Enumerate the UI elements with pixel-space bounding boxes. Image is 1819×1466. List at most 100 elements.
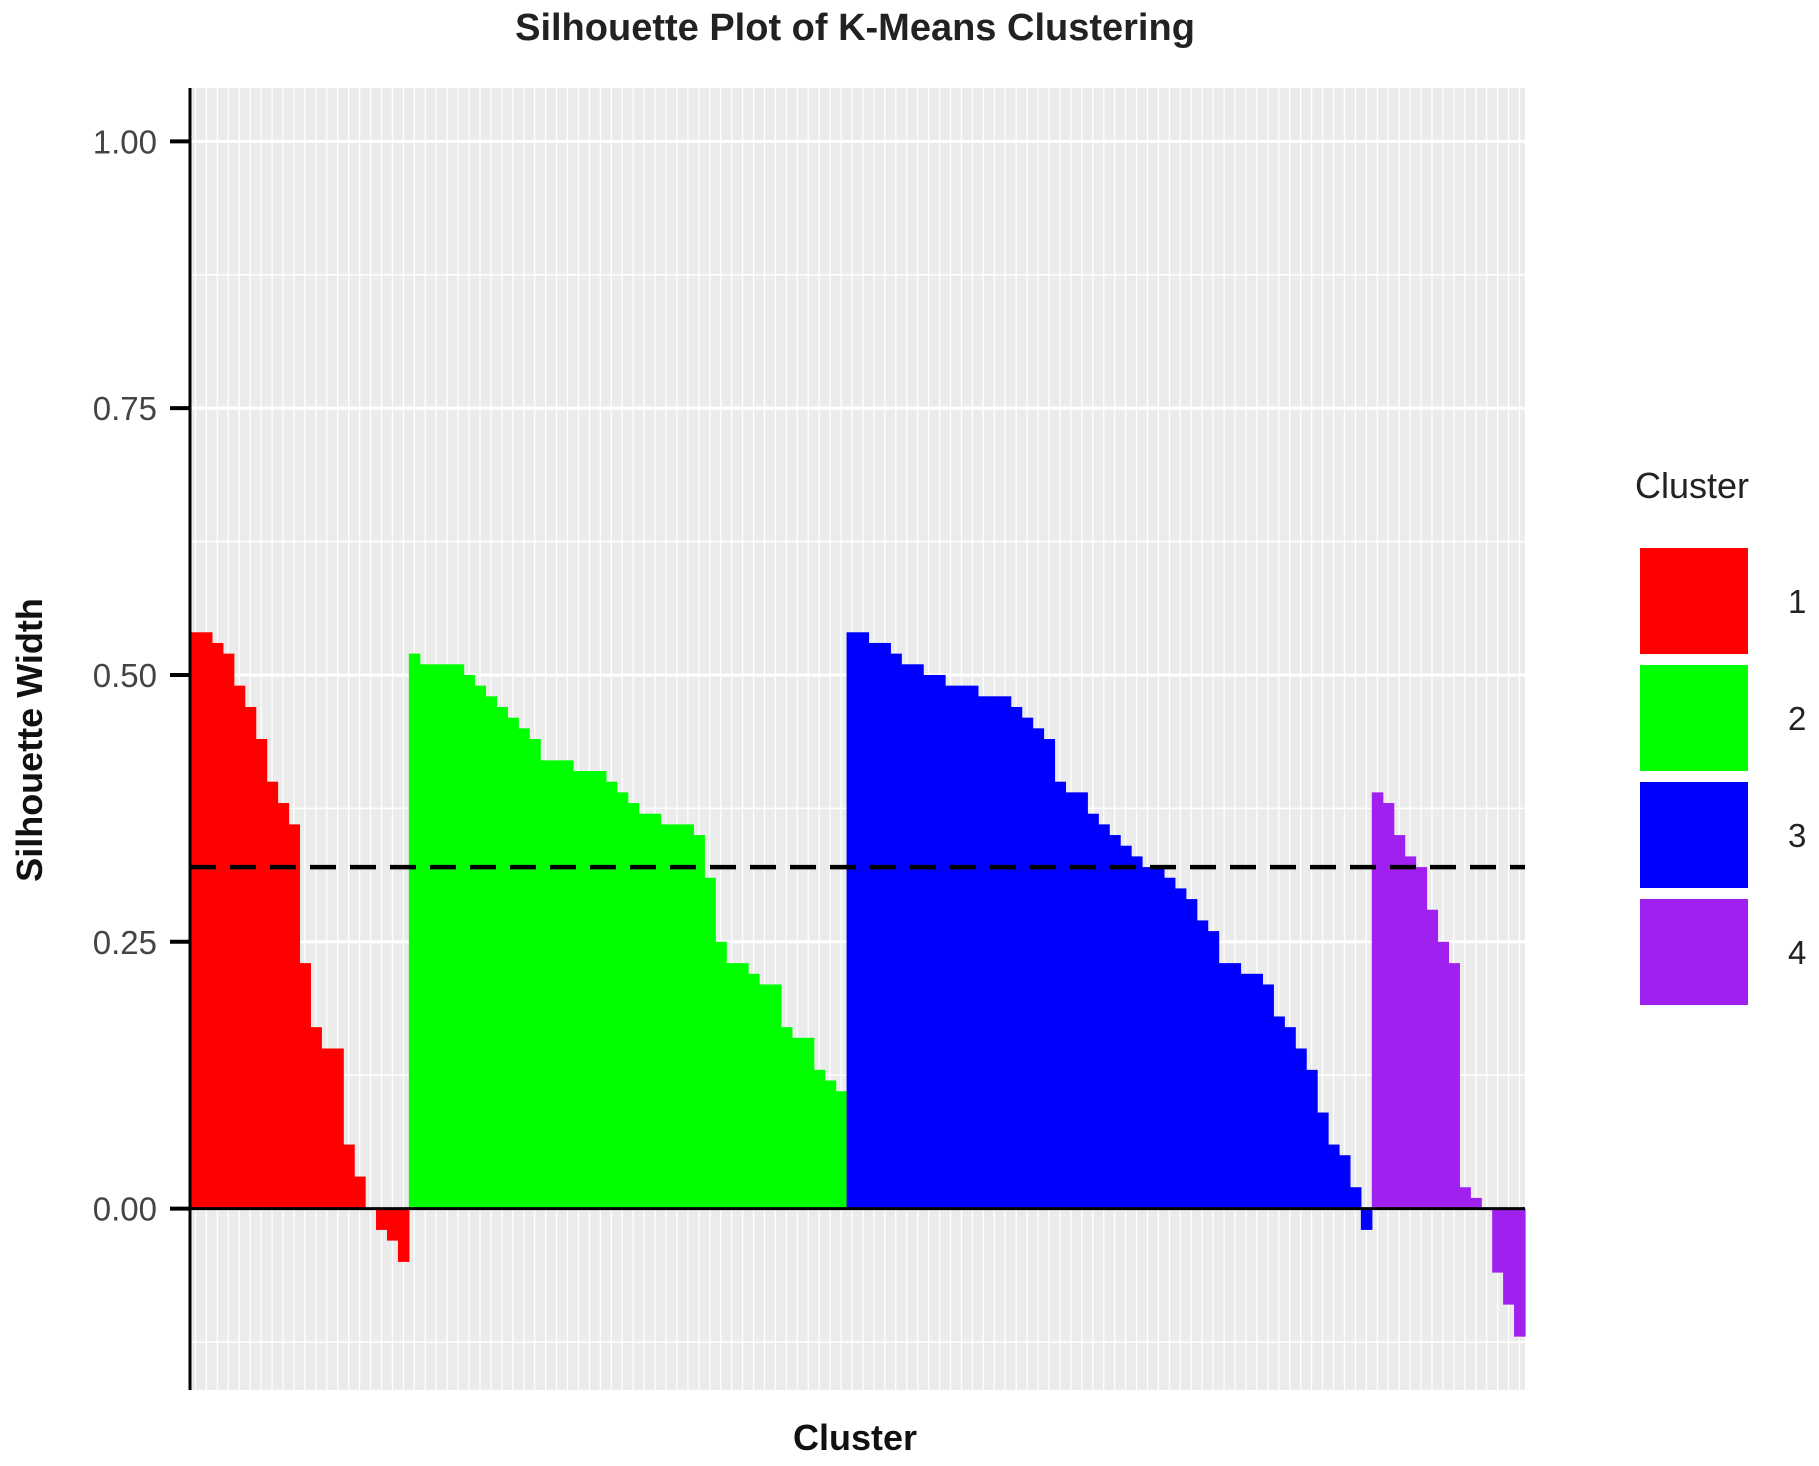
silhouette-bar — [649, 813, 662, 1209]
silhouette-bar — [1185, 899, 1198, 1209]
silhouette-bar — [1338, 1155, 1351, 1209]
silhouette-bar — [923, 674, 935, 1209]
silhouette-bar — [660, 824, 673, 1209]
y-tick-label: 0.00 — [93, 1191, 157, 1228]
silhouette-bar — [1163, 877, 1176, 1209]
silhouette-bar — [1503, 1208, 1515, 1305]
silhouette-bar — [977, 696, 990, 1209]
silhouette-bar — [616, 792, 629, 1209]
silhouette-bar — [1240, 973, 1253, 1209]
silhouette-bar — [1382, 803, 1395, 1209]
silhouette-bar — [1229, 963, 1242, 1209]
silhouette-bar — [332, 1048, 344, 1209]
silhouette-bar — [190, 632, 202, 1209]
legend: Cluster 1 2 3 4 — [1635, 465, 1806, 1005]
x-axis-title: Cluster — [793, 1417, 917, 1458]
silhouette-bar — [934, 674, 946, 1209]
silhouette-bar — [1218, 963, 1231, 1209]
silhouette-bar — [824, 1080, 837, 1209]
silhouette-bar — [759, 984, 771, 1209]
legend-title: Cluster — [1635, 465, 1749, 506]
silhouette-bar — [1032, 728, 1045, 1209]
silhouette-bar — [748, 973, 760, 1209]
silhouette-bar — [1426, 909, 1439, 1209]
silhouette-bar — [1109, 835, 1121, 1209]
silhouette-bar — [408, 653, 421, 1209]
legend-swatch — [1640, 548, 1748, 654]
y-tick-label: 0.75 — [93, 390, 157, 427]
silhouette-bar — [441, 664, 454, 1209]
legend-swatch — [1640, 899, 1748, 1005]
silhouette-bar — [726, 963, 738, 1209]
silhouette-bar — [562, 760, 574, 1209]
silhouette-bar — [452, 664, 465, 1209]
silhouette-bar — [1415, 867, 1428, 1209]
silhouette-bar — [1076, 792, 1088, 1209]
silhouette-bar — [1448, 963, 1460, 1209]
silhouette-bar — [397, 1208, 410, 1262]
legend-label: 3 — [1788, 817, 1806, 854]
silhouette-bar — [222, 653, 235, 1209]
silhouette-bar — [1010, 706, 1023, 1209]
silhouette-bar — [955, 685, 968, 1209]
silhouette-bar — [1251, 973, 1263, 1209]
silhouette-bar — [343, 1144, 355, 1209]
silhouette-bar — [430, 664, 443, 1209]
axes: 0.00 0.25 0.50 0.75 1.00 — [93, 88, 1525, 1390]
silhouette-bar — [266, 781, 279, 1209]
silhouette-bar — [1349, 1187, 1362, 1209]
silhouette-bar — [255, 739, 268, 1209]
silhouette-bar — [1404, 856, 1417, 1209]
y-axis-title: Silhouette Width — [9, 598, 50, 882]
silhouette-bar — [682, 824, 694, 1209]
silhouette-bar — [945, 685, 957, 1209]
silhouette-bar — [1284, 1027, 1296, 1209]
silhouette-bar — [890, 653, 902, 1209]
silhouette-bar — [912, 664, 924, 1209]
silhouette-bar — [1492, 1208, 1504, 1273]
silhouette-bar — [496, 706, 508, 1209]
silhouette-bar — [1295, 1048, 1307, 1209]
silhouette-bar — [638, 813, 651, 1209]
silhouette-bar — [1459, 1187, 1471, 1209]
silhouette-bar — [419, 664, 432, 1209]
silhouette-bar — [857, 632, 870, 1209]
silhouette-bar — [551, 760, 563, 1209]
silhouette-bar — [1317, 1112, 1329, 1209]
silhouette-bar — [1393, 835, 1406, 1209]
silhouette-bar — [802, 1037, 815, 1209]
silhouette-bar — [1174, 888, 1187, 1209]
silhouette-bar — [627, 803, 640, 1209]
legend-label: 2 — [1788, 700, 1806, 737]
silhouette-bar — [1437, 941, 1450, 1209]
silhouette-bar — [200, 632, 213, 1209]
y-tick-label: 1.00 — [93, 123, 157, 160]
y-tick-label: 0.25 — [93, 924, 157, 961]
silhouette-bar — [1514, 1208, 1526, 1337]
silhouette-bar — [693, 835, 705, 1209]
silhouette-bar — [813, 1069, 826, 1209]
silhouette-bar — [1371, 792, 1384, 1209]
silhouette-bar — [605, 781, 618, 1209]
silhouette-bar — [1273, 1016, 1285, 1209]
legend-label: 1 — [1788, 583, 1806, 620]
silhouette-bar — [1328, 1144, 1340, 1209]
silhouette-bar — [868, 642, 880, 1209]
silhouette-bar — [485, 696, 497, 1209]
silhouette-bar — [1207, 931, 1220, 1209]
silhouette-bar — [737, 963, 749, 1209]
silhouette-bar — [1120, 845, 1132, 1209]
silhouette-bar — [463, 674, 476, 1209]
chart-title: Silhouette Plot of K-Means Clustering — [515, 7, 1195, 49]
silhouette-bars — [190, 632, 1526, 1337]
silhouette-bar — [1152, 867, 1165, 1209]
legend-swatch — [1640, 782, 1748, 888]
silhouette-bar — [518, 728, 530, 1209]
silhouette-bar — [376, 1208, 388, 1230]
silhouette-bar — [780, 1027, 793, 1209]
silhouette-bar — [288, 824, 301, 1209]
silhouette-bar — [211, 642, 224, 1209]
silhouette-bar — [1142, 867, 1154, 1209]
silhouette-bar — [540, 760, 552, 1209]
silhouette-bar — [386, 1208, 399, 1241]
